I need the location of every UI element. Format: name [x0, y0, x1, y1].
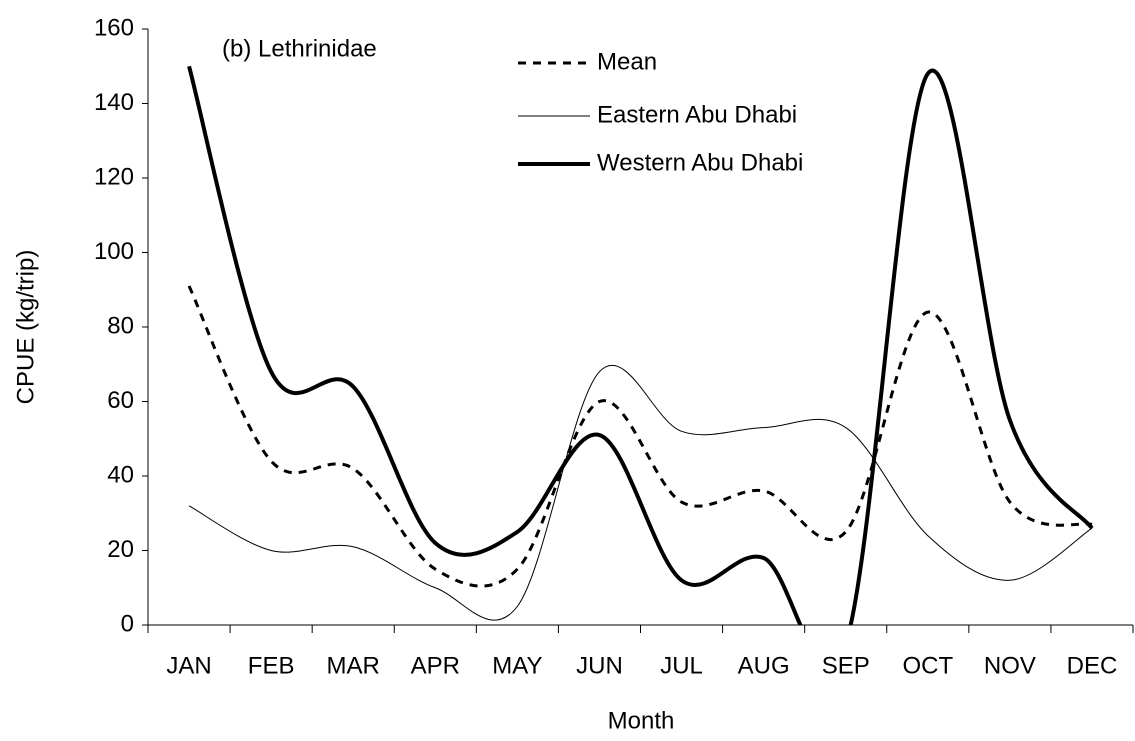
series-line — [187, 65, 1094, 625]
y-tick-label: 160 — [94, 14, 134, 41]
y-tick-label: 100 — [94, 238, 134, 265]
y-tick-label: 20 — [107, 536, 134, 563]
annotation: (b) Lethrinidae — [222, 35, 377, 62]
x-tick-label: AUG — [738, 652, 790, 679]
series-line — [187, 285, 1093, 588]
y-tick-label: 80 — [107, 312, 134, 339]
y-tick-label: 60 — [107, 387, 134, 414]
x-tick-label: MAY — [492, 652, 542, 679]
y-tick-label: 120 — [94, 163, 134, 190]
y-tick-label: 0 — [121, 610, 134, 637]
x-tick-label: FEB — [248, 652, 295, 679]
y-axis-label: CPUE (kg/trip) — [12, 250, 39, 405]
x-axis-label: Month — [608, 707, 675, 734]
legend-label: Eastern Abu Dhabi — [597, 101, 797, 128]
legend-label: Western Abu Dhabi — [597, 149, 803, 176]
x-tick-label: MAR — [327, 652, 380, 679]
x-tick-label: NOV — [984, 652, 1036, 679]
x-tick-label: DEC — [1067, 652, 1118, 679]
x-tick-label: SEP — [822, 652, 870, 679]
x-tick-label: JAN — [166, 652, 211, 679]
y-tick-label: 140 — [94, 89, 134, 116]
x-tick-label: APR — [411, 652, 460, 679]
x-tick-label: OCT — [902, 652, 953, 679]
series-line — [188, 364, 1093, 621]
y-tick-label: 40 — [107, 461, 134, 488]
legend-label: Mean — [597, 48, 657, 75]
x-tick-label: JUN — [576, 652, 623, 679]
x-tick-label: JUL — [660, 652, 703, 679]
